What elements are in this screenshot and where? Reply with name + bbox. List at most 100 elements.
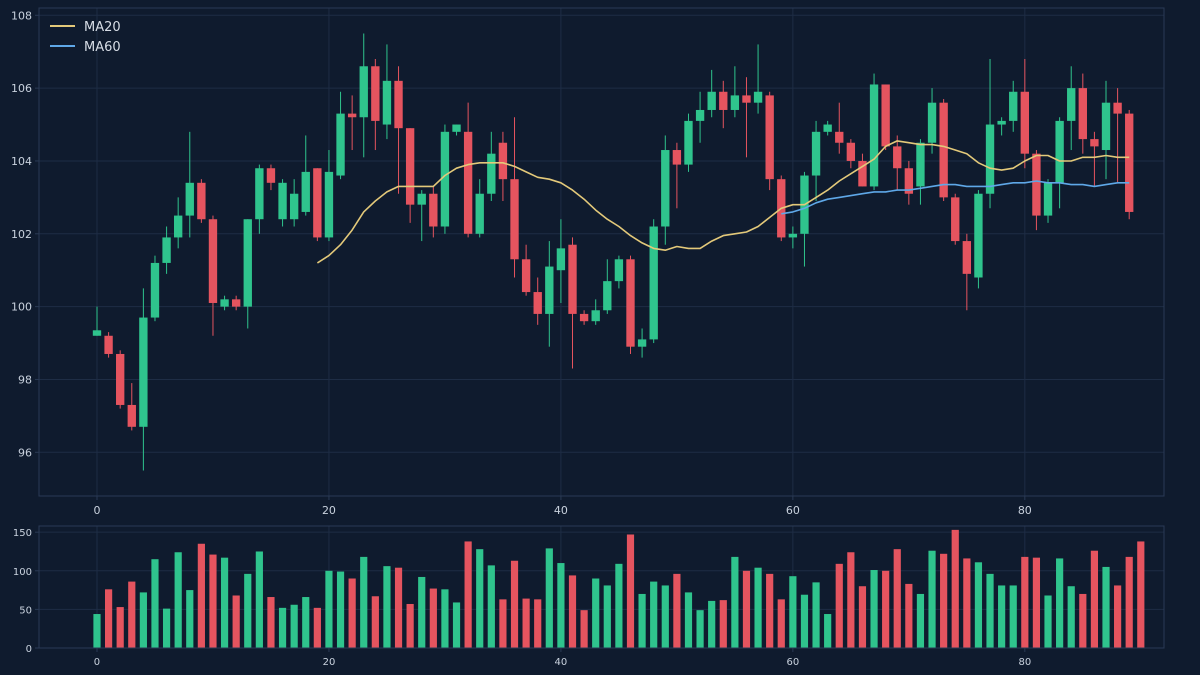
candle-body bbox=[429, 193, 438, 227]
candle-body bbox=[313, 168, 322, 238]
volume-bar bbox=[742, 570, 751, 648]
volume-bar bbox=[139, 592, 147, 648]
volume-bar bbox=[1102, 566, 1110, 648]
candle-body bbox=[858, 160, 867, 187]
candle-body bbox=[568, 244, 577, 314]
candle-body bbox=[893, 146, 902, 169]
volume-bar bbox=[650, 581, 658, 648]
candle-body bbox=[463, 131, 473, 234]
volume-bar bbox=[534, 599, 542, 648]
volume-bar bbox=[336, 571, 345, 648]
candle-body bbox=[475, 193, 484, 234]
candle-body bbox=[1113, 102, 1122, 114]
volume-bar bbox=[104, 589, 113, 648]
candle-body bbox=[394, 80, 403, 129]
volume-bar bbox=[638, 593, 646, 648]
volume-bar bbox=[1021, 556, 1029, 648]
candle-body bbox=[661, 150, 670, 227]
candle-body bbox=[324, 171, 334, 238]
candle-body bbox=[521, 259, 531, 293]
candle-body bbox=[185, 182, 194, 216]
candle-body bbox=[985, 124, 995, 194]
volume-bar bbox=[824, 614, 832, 648]
candle-body bbox=[904, 168, 914, 194]
volume-bar bbox=[882, 570, 890, 648]
volume-x-tick-label: 80 bbox=[1018, 657, 1031, 668]
volume-bar bbox=[615, 563, 623, 648]
candle-body bbox=[371, 66, 380, 121]
candle-body bbox=[591, 310, 600, 322]
volume-bar bbox=[940, 553, 948, 648]
candle-body bbox=[336, 113, 345, 176]
candle-body bbox=[545, 266, 554, 314]
candle-body bbox=[695, 109, 705, 121]
candle-body bbox=[1125, 113, 1134, 212]
volume-y-tick-label: 150 bbox=[13, 528, 32, 539]
candle-body bbox=[162, 237, 171, 263]
volume-bar bbox=[441, 589, 449, 648]
price-y-tick-label: 98 bbox=[18, 373, 32, 386]
candle-body bbox=[939, 102, 948, 198]
volume-bar bbox=[673, 573, 681, 648]
volume-x-tick-label: 60 bbox=[786, 657, 799, 668]
volume-bar bbox=[1044, 595, 1052, 648]
volume-bar bbox=[464, 541, 472, 648]
volume-bar bbox=[545, 548, 553, 648]
volume-y-tick-label: 0 bbox=[26, 644, 32, 655]
volume-bar bbox=[394, 567, 403, 648]
candle-body bbox=[974, 193, 983, 278]
price-y-tick-label: 102 bbox=[11, 228, 32, 241]
price-panel-frame bbox=[38, 7, 1165, 497]
volume-bar bbox=[151, 559, 159, 648]
legend-label-ma20: MA20 bbox=[84, 20, 121, 35]
volume-bar bbox=[800, 594, 809, 648]
candle-body bbox=[881, 84, 890, 147]
candle-body bbox=[231, 299, 241, 307]
candle-body bbox=[278, 182, 287, 220]
volume-bar bbox=[244, 573, 252, 648]
candle-body bbox=[672, 150, 682, 165]
volume-bar bbox=[626, 534, 635, 648]
volume-bar bbox=[499, 599, 507, 648]
candle-body bbox=[765, 95, 774, 180]
candle-body bbox=[382, 80, 392, 125]
candle-body bbox=[962, 241, 972, 274]
volume-bar bbox=[510, 560, 519, 648]
series-line-ma60 bbox=[781, 180, 1130, 215]
volume-bar bbox=[1032, 557, 1041, 648]
volume-bars bbox=[93, 529, 1145, 648]
candle-body bbox=[951, 197, 960, 242]
volume-bar bbox=[754, 567, 762, 648]
candle-body bbox=[788, 233, 798, 238]
volume-x-tick-label: 40 bbox=[555, 657, 568, 668]
volume-bar bbox=[696, 610, 704, 648]
volume-bar bbox=[708, 600, 716, 648]
volume-bar bbox=[383, 566, 391, 648]
volume-bar bbox=[255, 551, 263, 648]
volume-bar bbox=[302, 597, 310, 648]
candle-body bbox=[487, 153, 496, 194]
candle-body bbox=[1032, 153, 1041, 216]
candle-body bbox=[1101, 102, 1111, 151]
candle-body bbox=[510, 179, 519, 260]
candle-body bbox=[243, 219, 252, 307]
price-y-tick-label: 104 bbox=[11, 155, 32, 168]
price-y-tick-label: 108 bbox=[11, 9, 32, 22]
volume-bar bbox=[360, 556, 368, 648]
volume-bar bbox=[592, 578, 600, 648]
candle-body bbox=[626, 259, 635, 347]
candle-body bbox=[139, 317, 148, 427]
candle-body bbox=[127, 404, 136, 427]
candle-body bbox=[846, 142, 856, 161]
volume-bar bbox=[487, 565, 495, 648]
volume-bar bbox=[476, 549, 484, 648]
volume-bar bbox=[232, 595, 240, 648]
candle-body bbox=[289, 193, 299, 220]
candle-body bbox=[220, 299, 229, 307]
volume-bar bbox=[162, 608, 171, 648]
price-x-tick-label: 40 bbox=[554, 504, 568, 517]
volume-bar bbox=[128, 581, 136, 648]
volume-bar bbox=[522, 598, 530, 648]
volume-bar bbox=[348, 578, 356, 648]
volume-bar bbox=[998, 585, 1006, 648]
